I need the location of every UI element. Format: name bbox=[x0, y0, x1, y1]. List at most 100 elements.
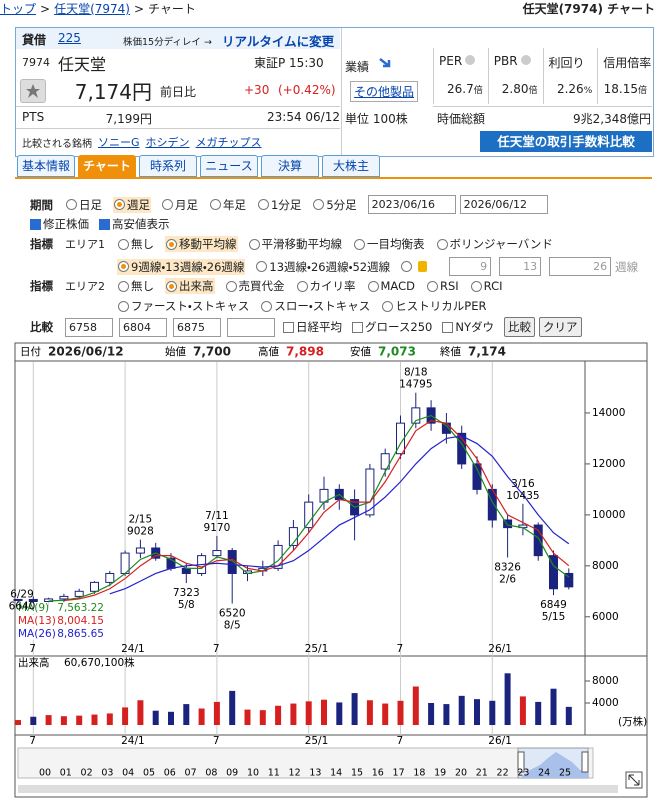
volume-bar bbox=[229, 690, 236, 725]
row-label: 比較 bbox=[30, 320, 53, 334]
navigator-label: 04 bbox=[122, 768, 134, 779]
radio-option[interactable]: 一目均衡表 bbox=[353, 236, 426, 252]
header-label: 終値 bbox=[440, 345, 461, 358]
tab[interactable]: 大株主 bbox=[322, 155, 380, 177]
compare-row: 比較される銘柄 ソニーG ホシデン メガチップス bbox=[22, 134, 262, 150]
x-tick-label: 26/1 bbox=[488, 735, 512, 747]
radio-label: ヒストリカルPER bbox=[395, 299, 487, 313]
radio-label: 月足 bbox=[175, 197, 198, 212]
tab[interactable]: 時系列 bbox=[139, 155, 197, 177]
tab[interactable]: 決算 bbox=[261, 155, 319, 177]
checkbox-option[interactable]: 高安値表示 bbox=[99, 216, 170, 232]
breadcrumb-item: チャート bbox=[148, 2, 196, 16]
radio-option[interactable]: MACD bbox=[367, 279, 416, 293]
radio-option[interactable]: 月足 bbox=[161, 197, 199, 213]
annotation-date: 5/15 bbox=[542, 611, 566, 623]
margin-value[interactable]: 225 bbox=[58, 31, 81, 45]
radio-option[interactable]: RSI bbox=[426, 279, 460, 293]
radio-dot bbox=[436, 238, 448, 250]
navigator-label: 06 bbox=[164, 768, 176, 779]
tab[interactable]: 基本情報 bbox=[17, 155, 75, 177]
checkbox bbox=[442, 321, 454, 333]
margin-label: 貸借 bbox=[22, 33, 47, 47]
date-input[interactable]: 2026/06/12 bbox=[459, 195, 548, 214]
navigator-label: 25 bbox=[559, 768, 571, 779]
button[interactable]: 比較 bbox=[504, 317, 536, 337]
navigator-handle[interactable] bbox=[517, 751, 525, 773]
volume-bar bbox=[351, 693, 358, 725]
volume-bar bbox=[474, 699, 480, 725]
breadcrumb-item[interactable]: 任天堂(7974) bbox=[54, 2, 130, 16]
checkbox-option[interactable]: グロース250 bbox=[352, 319, 432, 335]
sector[interactable]: その他製品 bbox=[350, 81, 419, 102]
fee-banner[interactable]: 任天堂の取引手数料比較 bbox=[480, 131, 652, 152]
candle-body bbox=[90, 581, 99, 592]
navigator-label: 14 bbox=[330, 768, 342, 779]
realtime-link[interactable]: リアルタイムに変更 bbox=[222, 34, 335, 49]
delay-note: 株価15分ディレイ → bbox=[123, 37, 212, 48]
radio-option[interactable]: ヒストリカルPER bbox=[381, 298, 487, 314]
navigator[interactable] bbox=[17, 747, 594, 779]
breadcrumb-item[interactable]: トップ bbox=[0, 2, 37, 16]
x-tick-label: 7 bbox=[29, 643, 36, 655]
compare-input[interactable]: 6804 bbox=[119, 317, 167, 337]
radio-option[interactable]: 年足 bbox=[209, 197, 247, 213]
favorite-button[interactable] bbox=[20, 79, 46, 103]
ma-line bbox=[63, 419, 570, 602]
compare-input[interactable]: 6758 bbox=[65, 317, 113, 337]
unit: 単位 100株 bbox=[345, 112, 408, 126]
metric-label: PBR bbox=[494, 54, 531, 68]
radio-option[interactable]: 9週線・13週線・26週線 bbox=[117, 258, 246, 275]
volume-bar bbox=[244, 709, 251, 725]
button[interactable]: クリア bbox=[539, 317, 582, 337]
radio-option[interactable]: RCI bbox=[470, 279, 504, 293]
checkbox-option[interactable]: 修正株価 bbox=[30, 216, 89, 232]
radio-option[interactable]: スロー・ストキャス bbox=[260, 298, 371, 314]
compare-link[interactable]: ソニーG bbox=[98, 136, 140, 149]
custom-input[interactable]: 26 bbox=[549, 257, 612, 276]
compare-link[interactable]: ホシデン bbox=[145, 136, 190, 149]
compare-link[interactable]: メガチップス bbox=[195, 136, 262, 149]
date-input[interactable]: 2023/06/16 bbox=[367, 195, 456, 214]
radio-option[interactable]: カイリ率 bbox=[296, 278, 357, 294]
candle-body bbox=[380, 453, 390, 470]
tab[interactable]: ニュース bbox=[200, 155, 258, 177]
header-value: 7,174 bbox=[468, 345, 506, 359]
radio-option[interactable]: 13週線・26週線・52週線 bbox=[255, 259, 391, 275]
x-tick-label: 25/1 bbox=[305, 735, 329, 747]
custom-input[interactable]: 9 bbox=[449, 257, 492, 276]
radio-option[interactable]: 週足 bbox=[113, 196, 151, 213]
volume-bar bbox=[428, 703, 435, 725]
custom-input[interactable]: 13 bbox=[499, 257, 542, 276]
breadcrumb-separator: > bbox=[133, 2, 145, 16]
radio-option[interactable]: 出来高 bbox=[165, 278, 215, 294]
legend-value: 8,004.15 bbox=[57, 615, 104, 627]
scrollbar[interactable] bbox=[18, 785, 618, 793]
radio-label: 年足 bbox=[223, 197, 246, 212]
ma-line bbox=[48, 414, 570, 602]
radio-option[interactable]: 無し bbox=[117, 278, 155, 294]
radio-option[interactable]: 日足 bbox=[65, 197, 103, 213]
checkbox-option[interactable]: 日経平均 bbox=[283, 319, 342, 335]
compare-input[interactable] bbox=[227, 317, 275, 337]
chart-frame bbox=[14, 342, 648, 798]
checkbox-option[interactable]: NYダウ bbox=[442, 319, 494, 335]
radio-option[interactable]: 5分足 bbox=[312, 197, 357, 213]
control-row: 期間 日足 週足 月足 年足 1分足 5分足 2023/06/16 2026/06/12 bbox=[30, 195, 548, 214]
radio-option[interactable]: 移動平均線 bbox=[165, 236, 238, 252]
radio-option[interactable]: 売買代金 bbox=[225, 278, 286, 294]
volume-bar bbox=[305, 701, 312, 725]
radio-option[interactable]: 無し bbox=[117, 236, 155, 252]
candle-body bbox=[28, 598, 38, 602]
volume-bar bbox=[122, 707, 129, 725]
tab[interactable]: チャート bbox=[78, 155, 136, 177]
radio-option[interactable]: 平滑移動平均線 bbox=[248, 236, 344, 252]
candle-body bbox=[549, 555, 558, 590]
compare-input[interactable]: 6875 bbox=[173, 317, 221, 337]
metric: 利回り 2.26% bbox=[542, 48, 598, 104]
radio-option[interactable]: ファースト・ストキャス bbox=[117, 298, 250, 314]
volume-bar bbox=[60, 716, 67, 725]
navigator-handle[interactable] bbox=[581, 751, 589, 773]
radio-option[interactable]: ボリンジャーバンド bbox=[436, 236, 554, 252]
radio-option[interactable]: 1分足 bbox=[257, 197, 302, 213]
